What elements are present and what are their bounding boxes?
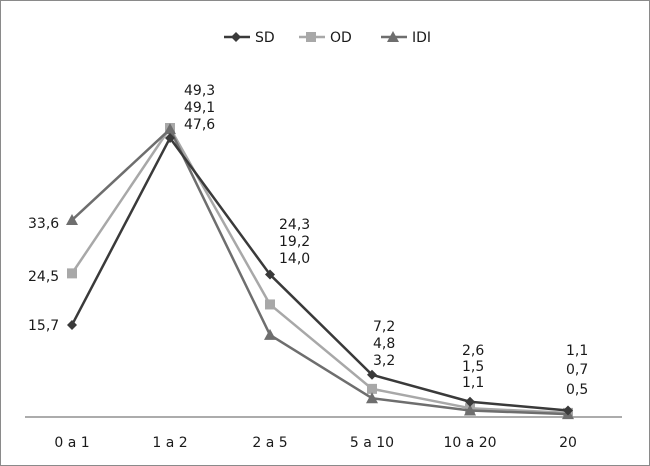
series-layer [66,123,574,420]
point-marker [264,328,276,340]
data-label: 1,1 [462,375,484,391]
series-od [67,123,573,418]
point-marker [231,32,241,42]
data-label: 3,2 [373,353,395,369]
data-label: 49,1 [184,100,215,116]
series-line [70,136,569,412]
legend-item-sd: SD [224,30,275,46]
legend-label: OD [330,30,352,46]
data-label: 4,8 [373,336,395,352]
legend-item-idi: IDI [381,30,431,46]
legend-label: IDI [412,30,431,46]
series-line [70,126,569,415]
data-label: 19,2 [279,234,310,250]
data-label: 1,1 [566,343,588,359]
data-label: 0,7 [566,362,588,378]
x-tick-label: 5 a 10 [350,435,394,451]
point-marker [67,268,77,279]
series-line [71,127,569,416]
x-tick-label: 1 a 2 [152,435,187,451]
legend-label: SD [255,30,275,46]
data-label: 24,5 [28,269,59,285]
legend: SD OD IDI [224,30,431,46]
point-marker [563,405,573,416]
point-marker [464,404,476,416]
data-label: 49,3 [184,83,215,99]
data-label: 0,5 [566,382,588,398]
data-label: 1,5 [462,359,484,375]
point-marker [165,132,175,143]
x-tick-label: 0 a 1 [54,435,89,451]
data-label: 47,6 [184,117,215,133]
point-marker [265,269,275,280]
point-marker [366,392,378,404]
series-sd [67,132,573,416]
x-tick-labels: 0 a 1 1 a 2 2 a 5 5 a 10 10 a 20 20 [54,435,577,451]
point-marker [367,369,377,380]
x-tick-label: 2 a 5 [252,435,287,451]
data-labels: 33,6 24,5 15,7 49,349,147,6 24,319,214,0 7,24… [28,83,588,398]
data-label: 7,2 [373,319,395,335]
point-marker [465,396,475,407]
x-tick-label: 20 [559,435,577,451]
x-tick-label: 10 a 20 [443,435,496,451]
data-label: 2,6 [462,343,484,359]
point-marker [164,123,176,135]
data-label: 24,3 [279,217,310,233]
series-idi [66,123,574,420]
data-label: 14,0 [279,251,310,267]
point-marker [67,319,77,330]
legend-item-od: OD [299,30,352,46]
point-marker [66,214,78,226]
data-label: 15,7 [28,318,59,334]
data-label: 33,6 [28,216,59,232]
point-marker [265,299,275,310]
point-marker [387,31,399,42]
point-marker [367,383,377,394]
point-marker [306,32,316,42]
